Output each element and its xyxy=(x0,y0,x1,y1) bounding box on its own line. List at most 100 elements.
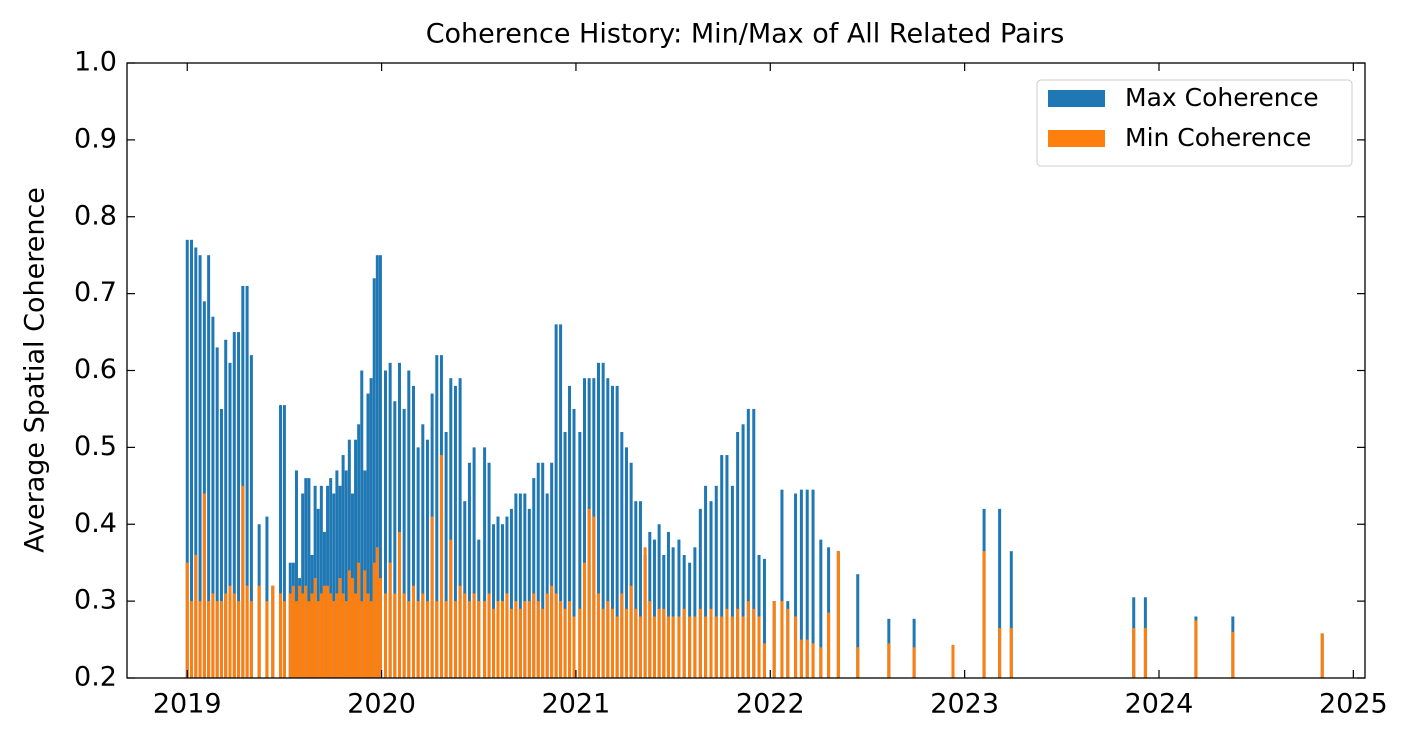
bar xyxy=(601,362,605,678)
bar xyxy=(202,493,206,678)
bar xyxy=(245,285,249,678)
bar xyxy=(799,489,803,678)
bar xyxy=(257,585,261,678)
bar xyxy=(836,551,840,678)
bar xyxy=(856,647,860,678)
bar xyxy=(194,247,198,678)
bar xyxy=(375,255,379,678)
bar xyxy=(350,578,354,678)
bar xyxy=(487,593,491,678)
legend-box xyxy=(1036,79,1353,167)
bar xyxy=(271,585,275,678)
bar xyxy=(232,332,236,678)
bar xyxy=(682,608,686,678)
bar xyxy=(237,601,241,678)
bar xyxy=(563,432,567,678)
bar xyxy=(532,478,536,678)
bar xyxy=(709,501,713,678)
bar xyxy=(730,485,734,678)
bar xyxy=(811,643,815,678)
bar xyxy=(378,578,382,678)
bar xyxy=(1143,628,1147,678)
bar xyxy=(624,608,628,678)
bar xyxy=(402,408,406,678)
bar xyxy=(805,489,809,678)
bar xyxy=(714,616,718,678)
bar xyxy=(329,593,333,678)
bar xyxy=(282,601,286,678)
bar xyxy=(629,585,633,678)
bar xyxy=(610,385,614,678)
bar xyxy=(536,601,540,678)
bar xyxy=(698,608,702,678)
bar xyxy=(316,601,320,678)
bar xyxy=(383,370,387,678)
bar xyxy=(536,462,540,678)
bar xyxy=(360,370,364,678)
bar xyxy=(887,643,891,678)
bar xyxy=(211,316,215,678)
bar xyxy=(1194,620,1198,678)
bar xyxy=(453,385,457,678)
bar xyxy=(228,585,232,678)
legend-label: Max Coherence xyxy=(1125,83,1319,112)
bar xyxy=(198,601,202,678)
bar xyxy=(207,255,211,678)
bar xyxy=(291,585,295,678)
bar xyxy=(652,539,656,678)
bar xyxy=(545,593,549,678)
bar xyxy=(496,516,500,678)
bar xyxy=(688,616,692,678)
bar xyxy=(550,462,554,678)
bar xyxy=(366,393,370,678)
bar xyxy=(372,562,376,678)
bar xyxy=(326,485,330,678)
bar xyxy=(341,593,345,678)
bar xyxy=(752,608,756,678)
bar xyxy=(472,593,476,678)
bar xyxy=(634,501,638,678)
y-tick-label: 0.4 xyxy=(74,508,117,539)
bar xyxy=(329,478,333,678)
bar xyxy=(648,601,652,678)
bar xyxy=(279,593,283,678)
y-axis-label: Average Spatial Coherence xyxy=(20,187,51,553)
bar xyxy=(698,508,702,678)
bar xyxy=(568,601,572,678)
x-tick-label: 2023 xyxy=(930,689,999,720)
x-tick-label: 2022 xyxy=(736,689,805,720)
bar xyxy=(458,585,462,678)
bar xyxy=(568,385,572,678)
bar xyxy=(620,432,624,678)
bar xyxy=(671,616,675,678)
bar xyxy=(615,616,619,678)
bar xyxy=(559,601,563,678)
bar xyxy=(411,385,415,678)
y-tick-label: 0.2 xyxy=(74,662,117,693)
bar xyxy=(982,551,986,678)
bar xyxy=(288,593,292,678)
bar xyxy=(671,547,675,678)
bar xyxy=(730,616,734,678)
bar xyxy=(435,355,439,678)
bar xyxy=(720,616,724,678)
bar xyxy=(757,616,761,678)
bar xyxy=(592,516,596,678)
bar xyxy=(416,601,420,678)
bar xyxy=(523,601,527,678)
chart-title: Coherence History: Min/Max of All Relate… xyxy=(426,19,1065,50)
bar xyxy=(458,378,462,678)
bar xyxy=(629,462,633,678)
bar xyxy=(746,408,750,678)
bar xyxy=(383,593,387,678)
bar xyxy=(704,485,708,678)
bar xyxy=(301,493,305,678)
bar xyxy=(215,347,219,678)
bar xyxy=(1231,631,1235,678)
bar xyxy=(527,508,531,678)
bar xyxy=(207,601,211,678)
bar xyxy=(307,601,311,678)
bar xyxy=(1132,628,1136,678)
bar xyxy=(912,647,916,678)
bar xyxy=(666,531,670,678)
